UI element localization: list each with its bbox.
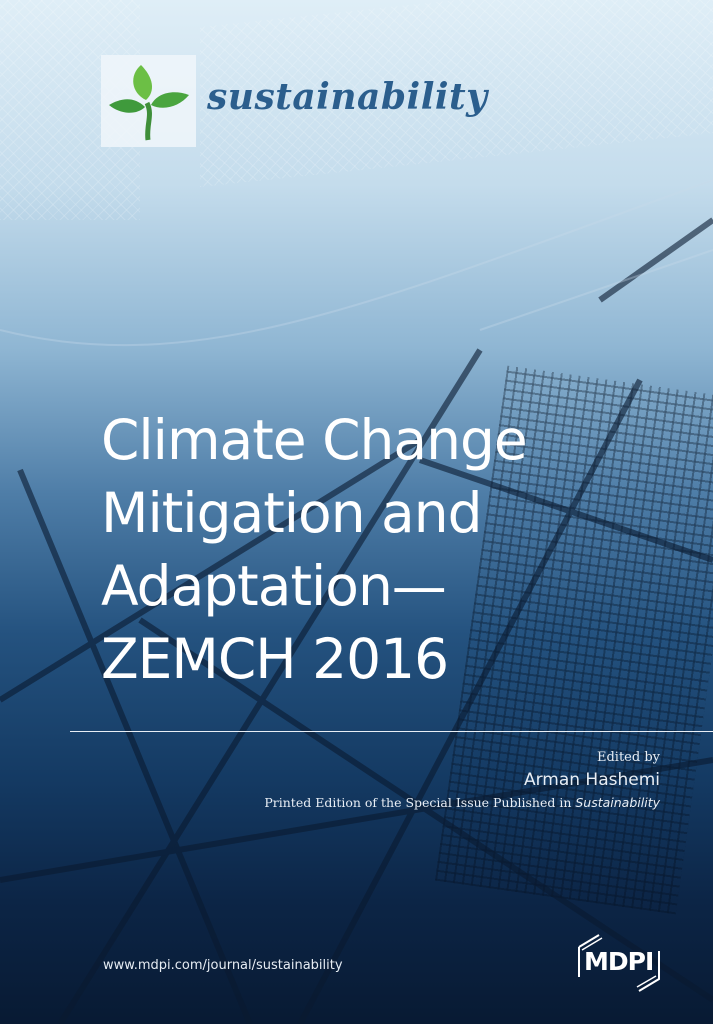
journal-logo [101, 55, 196, 147]
journal-url: www.mdpi.com/journal/sustainability [103, 958, 343, 973]
sprout-icon [109, 65, 189, 141]
printed-edition-prefix: Printed Edition of the Special Issue Pub… [264, 795, 572, 810]
book-title: Climate Change Mitigation and Adaptation… [101, 404, 528, 696]
title-line: Climate Change [101, 408, 528, 472]
title-line: Adaptation— [101, 554, 447, 618]
hexagon-icon [578, 934, 660, 992]
publisher-name: MDPI [584, 947, 654, 976]
editor-name: Arman Hashemi [523, 770, 660, 790]
edited-by-label: Edited by [596, 750, 660, 765]
mdpi-logo: MDPI [574, 933, 664, 993]
divider [70, 731, 713, 732]
title-line: ZEMCH 2016 [101, 627, 449, 691]
title-line: Mitigation and [101, 481, 483, 545]
printed-edition-journal: Sustainability [575, 795, 660, 810]
journal-name: sustainability [207, 76, 488, 118]
printed-edition-note: Printed Edition of the Special Issue Pub… [264, 792, 660, 814]
credits: Edited by Arman Hashemi Printed Edition … [264, 748, 660, 814]
